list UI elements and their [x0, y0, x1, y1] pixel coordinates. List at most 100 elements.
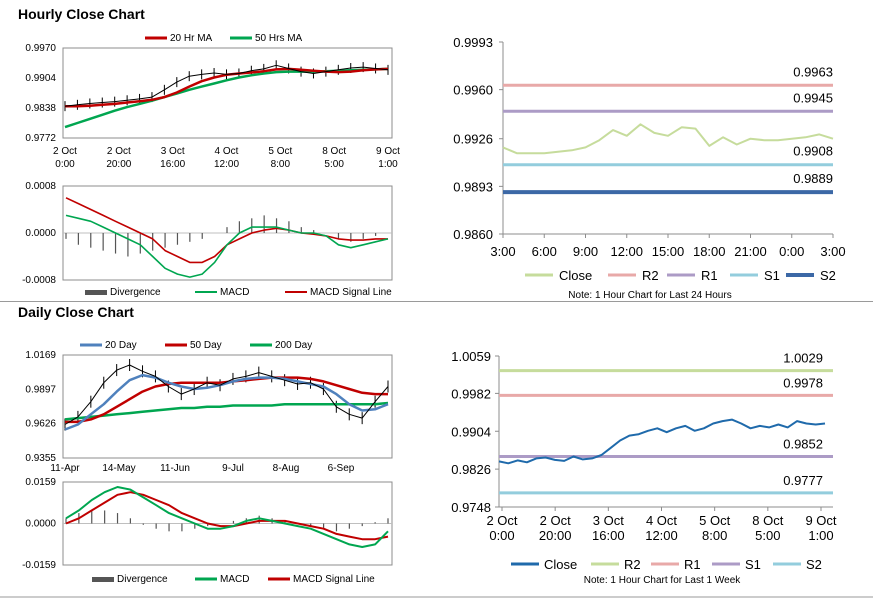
hourly-price-xtick: 5:00	[324, 159, 344, 170]
week-level-label-r1: 0.9978	[783, 375, 823, 390]
hourly24-level-label-s2: 0.9889	[793, 171, 833, 186]
hourly-price-xtick: 4 Oct	[215, 146, 239, 157]
week-ytick: 1.0059	[451, 349, 491, 364]
hourly24-xtick: 18:00	[693, 244, 726, 259]
daily-price-xtick: 11-Jun	[160, 463, 190, 474]
week-xtick: 12:00	[645, 528, 678, 543]
legend-daily-divergence-swatch	[92, 577, 114, 582]
daily-price-xtick: 6-Sep	[328, 463, 355, 474]
week-xtick: 8:00	[702, 528, 727, 543]
daily-price-ytick: 0.9355	[25, 453, 56, 464]
section-divider	[0, 301, 873, 302]
hourly-price-ytick: 0.9970	[25, 43, 56, 54]
hourly24-ytick: 0.9893	[453, 179, 493, 194]
hourly24-legend-label: Close	[559, 268, 592, 283]
hourly24-legend-label: S2	[820, 268, 836, 283]
week-xtick: 3 Oct	[593, 513, 624, 528]
hourly-macd-ytick: 0.0000	[25, 228, 56, 239]
daily-section-title: Daily Close Chart	[18, 304, 134, 320]
hourly-price-xtick: 9 Oct	[376, 146, 400, 157]
legend-hourly-macd-label: MACD	[220, 287, 249, 298]
legend-200day-label: 200 Day	[275, 340, 312, 351]
week-legend-label: S2	[806, 557, 822, 572]
week-close-line	[498, 418, 826, 465]
hourly24-xtick: 6:00	[532, 244, 557, 259]
hourly-price-xtick: 8 Oct	[322, 146, 346, 157]
hourly24-xtick: 15:00	[652, 244, 685, 259]
hourly24-note: Note: 1 Hour Chart for Last 24 Hours	[568, 290, 731, 301]
week-level-label-s1: 0.9852	[783, 437, 823, 452]
hourly-price-ytick: 0.9838	[25, 103, 56, 114]
week-legend-label: R2	[624, 557, 641, 572]
hourly24-xtick: 12:00	[610, 244, 643, 259]
hourly24-xtick: 9:00	[573, 244, 598, 259]
hourly24-xtick: 3:00	[820, 244, 845, 259]
week-xtick: 5 Oct	[699, 513, 730, 528]
week-ytick: 0.9748	[451, 500, 491, 515]
daily-price-xtick: 8-Aug	[273, 463, 300, 474]
legend-50day-label: 50 Day	[190, 340, 222, 351]
week-xtick: 8 Oct	[752, 513, 783, 528]
legend-20hr-ma-label: 20 Hr MA	[170, 33, 213, 44]
hourly-price-xtick: 5 Oct	[268, 146, 292, 157]
hourly-price-xtick: 8:00	[271, 159, 291, 170]
legend-daily-signal-label: MACD Signal Line	[293, 574, 375, 585]
hourly-price-ytick: 0.9904	[25, 73, 56, 84]
hourly24-xtick: 21:00	[734, 244, 767, 259]
daily-20day-line	[64, 373, 389, 431]
daily-price-ytick: 1.0169	[25, 350, 56, 361]
daily-price-ytick: 0.9626	[25, 419, 56, 430]
week-xtick: 16:00	[592, 528, 625, 543]
hourly24-legend-label: S1	[764, 268, 780, 283]
hourly-price-xtick: 2 Oct	[107, 146, 131, 157]
legend-hourly-divergence-label: Divergence	[110, 287, 161, 298]
daily-macd-ytick: 0.0000	[25, 519, 56, 530]
hourly-price-xtick: 0:00	[55, 159, 75, 170]
week-xtick: 2 Oct	[540, 513, 571, 528]
week-ytick: 0.9826	[451, 462, 491, 477]
hourly24-level-label-s1: 0.9908	[793, 144, 833, 159]
hourly-price-xtick: 3 Oct	[161, 146, 185, 157]
hourly24-legend-label: R2	[642, 268, 659, 283]
hourly-price-xtick: 1:00	[378, 159, 398, 170]
week-xtick: 5:00	[755, 528, 780, 543]
hourly24-xtick: 0:00	[779, 244, 804, 259]
week-legend-label: S1	[745, 557, 761, 572]
hourly-price-xtick: 20:00	[106, 159, 131, 170]
week-note: Note: 1 Hour Chart for Last 1 Week	[584, 575, 742, 586]
daily-200day-line	[64, 401, 389, 421]
week-level-label-s2: 0.9777	[783, 473, 823, 488]
hourly24-legend-label: R1	[701, 268, 718, 283]
daily-price-xtick: 9-Jul	[222, 463, 244, 474]
daily-macd-signal-line	[65, 491, 389, 541]
week-legend-label: R1	[684, 557, 701, 572]
week-xtick: 1:00	[808, 528, 833, 543]
hourly24-ytick: 0.9960	[453, 83, 493, 98]
week-xtick: 0:00	[489, 528, 514, 543]
daily-macd-line	[65, 486, 389, 548]
daily-close-line	[64, 364, 389, 425]
hourly-macd-ytick: -0.0008	[22, 275, 56, 286]
week-xtick: 20:00	[539, 528, 572, 543]
hourly-section-title: Hourly Close Chart	[18, 6, 145, 22]
week-ytick: 0.9904	[451, 424, 491, 439]
week-xtick: 9 Oct	[805, 513, 836, 528]
legend-daily-macd-label: MACD	[220, 574, 249, 585]
daily-price-xtick: 11-Apr	[50, 463, 80, 474]
hourly-price-frame	[62, 47, 393, 139]
week-ytick: 0.9982	[451, 386, 491, 401]
hourly24-ytick: 0.9860	[453, 227, 493, 242]
legend-20day-label: 20 Day	[105, 340, 137, 351]
hourly-price-xtick: 12:00	[214, 159, 239, 170]
week-level-label-r2: 1.0029	[783, 351, 823, 366]
daily-price-xtick: 14-May	[102, 463, 135, 474]
hourly-macd-line	[65, 214, 389, 278]
daily-macd-ytick: -0.0159	[22, 560, 56, 571]
hourly24-close-line	[502, 123, 834, 155]
hourly-macd-ytick: 0.0008	[25, 181, 56, 192]
legend-daily-divergence-label: Divergence	[117, 574, 168, 585]
hourly24-level-label-r1: 0.9945	[793, 90, 833, 105]
hourly-close-line	[64, 64, 389, 107]
week-xtick: 2 Oct	[486, 513, 517, 528]
